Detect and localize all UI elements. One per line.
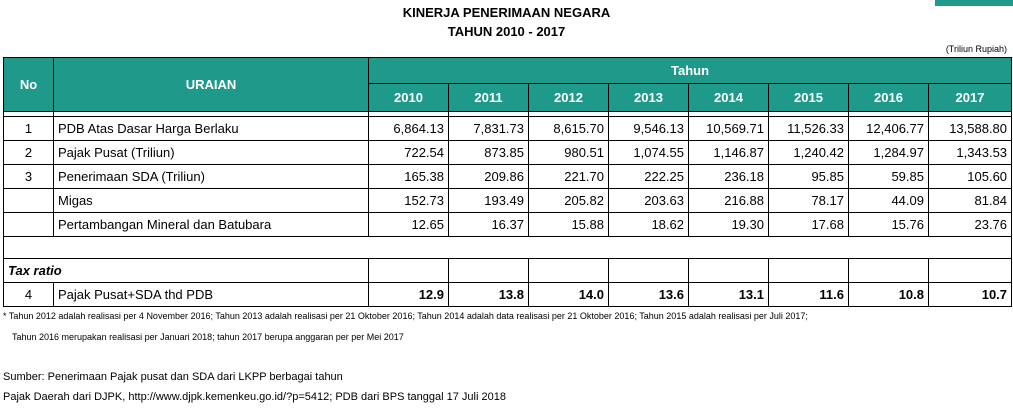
cell-value: 7,831.73 (448, 116, 529, 141)
cell-value: 18.62 (608, 212, 689, 237)
row-no: 3 (3, 164, 54, 189)
footnote: Tahun 2016 merupakan realisasi per Janua… (12, 332, 404, 342)
table-row: Migas 152.73 193.49 205.82 203.63 216.88… (3, 188, 1013, 213)
row-no (3, 188, 54, 213)
row-label: Pajak Pusat (Triliun) (53, 140, 369, 165)
row-label: Migas (53, 188, 369, 213)
revenue-table: No URAIAN Tahun 2010 2011 2012 2013 2014… (2, 57, 1013, 307)
cell-value: 6,864.13 (368, 116, 449, 141)
table-row: 4 Pajak Pusat+SDA thd PDB 12.9 13.8 14.0… (3, 282, 1013, 307)
row-label: Pertambangan Mineral dan Batubara (53, 212, 369, 237)
spacer-row (2, 236, 1013, 259)
table-row: 2 Pajak Pusat (Triliun) 722.54 873.85 98… (3, 140, 1013, 165)
cell-value: 12,406.77 (848, 116, 929, 141)
year-header: 2013 (608, 83, 689, 112)
cell-value: 236.18 (688, 164, 769, 189)
cell-value: 19.30 (688, 212, 769, 237)
cell-value: 12.65 (368, 212, 449, 237)
cell-value: 152.73 (368, 188, 449, 213)
header-no: No (3, 57, 54, 112)
row-no: 4 (3, 282, 54, 307)
cell-value: 203.63 (608, 188, 689, 213)
cell-value: 44.09 (848, 188, 929, 213)
cell-value: 1,240.42 (768, 140, 849, 165)
year-header: 2012 (528, 83, 609, 112)
cell-value: 13,588.80 (927, 116, 1013, 141)
source-note: Sumber: Penerimaan Pajak pusat dan SDA d… (3, 371, 343, 383)
unit-label: (Triliun Rupiah) (945, 44, 1007, 54)
corner-marker (935, 0, 1013, 6)
cell-value: 873.85 (448, 140, 529, 165)
source-note: Pajak Daerah dari DJPK, http://www.djpk.… (3, 391, 506, 403)
cell-value: 59.85 (848, 164, 929, 189)
cell-value: 1,146.87 (688, 140, 769, 165)
header-tahun: Tahun (367, 57, 1013, 84)
cell-value: 1,284.97 (848, 140, 929, 165)
cell-value: 17.68 (768, 212, 849, 237)
cell-value: 11.6 (768, 282, 849, 307)
cell-value: 95.85 (768, 164, 849, 189)
year-header: 2015 (768, 83, 849, 112)
cell-value: 221.70 (528, 164, 609, 189)
year-header: 2010 (368, 83, 449, 112)
cell-value: 14.0 (528, 282, 609, 307)
cell-value: 13.8 (448, 282, 529, 307)
row-no: 2 (3, 140, 54, 165)
year-header: 2014 (688, 83, 769, 112)
cell-value: 78.17 (768, 188, 849, 213)
cell-value: 16.37 (448, 212, 529, 237)
cell-value: 15.88 (528, 212, 609, 237)
cell-value: 216.88 (688, 188, 769, 213)
cell-value: 9,546.13 (608, 116, 689, 141)
cell-value: 23.76 (927, 212, 1013, 237)
row-no (3, 212, 54, 237)
row-label: PDB Atas Dasar Harga Berlaku (53, 116, 369, 141)
cell-value: 1,343.53 (927, 140, 1013, 165)
cell-value: 10,569.71 (688, 116, 769, 141)
cell-value: 12.9 (368, 282, 449, 307)
cell-value: 15.76 (848, 212, 929, 237)
cell-value: 165.38 (368, 164, 449, 189)
cell-value: 10.8 (848, 282, 929, 307)
cell-value: 193.49 (448, 188, 529, 213)
row-label: Penerimaan SDA (Triliun) (53, 164, 369, 189)
cell-value: 11,526.33 (768, 116, 849, 141)
page-title: KINERJA PENERIMAAN NEGARA (402, 5, 611, 20)
cell-value: 209.86 (448, 164, 529, 189)
cell-value: 222.25 (608, 164, 689, 189)
row-no: 1 (3, 116, 54, 141)
cell-value: 980.51 (528, 140, 609, 165)
table-row: 3 Penerimaan SDA (Triliun) 165.38 209.86… (3, 164, 1013, 189)
year-header: 2017 (927, 83, 1013, 112)
year-header: 2011 (448, 83, 529, 112)
table-row: 1 PDB Atas Dasar Harga Berlaku 6,864.13 … (3, 116, 1013, 141)
cell-value: 81.84 (927, 188, 1013, 213)
table-row: Pertambangan Mineral dan Batubara 12.65 … (3, 212, 1013, 237)
cell-value: 722.54 (368, 140, 449, 165)
page-subtitle: TAHUN 2010 - 2017 (447, 24, 566, 39)
header-uraian: URAIAN (53, 57, 369, 112)
cell-value: 13.6 (608, 282, 689, 307)
cell-value: 8,615.70 (528, 116, 609, 141)
cell-value: 1,074.55 (608, 140, 689, 165)
cell-value: 205.82 (528, 188, 609, 213)
footnote: * Tahun 2012 adalah realisasi per 4 Nove… (3, 311, 808, 321)
tax-ratio-label: Tax ratio (3, 258, 369, 283)
cell-value: 10.7 (927, 282, 1013, 307)
cell-value: 13.1 (688, 282, 769, 307)
row-label: Pajak Pusat+SDA thd PDB (53, 282, 369, 307)
year-header: 2016 (848, 83, 929, 112)
tax-ratio-header-row: Tax ratio (3, 258, 1013, 283)
cell-value: 105.60 (927, 164, 1013, 189)
